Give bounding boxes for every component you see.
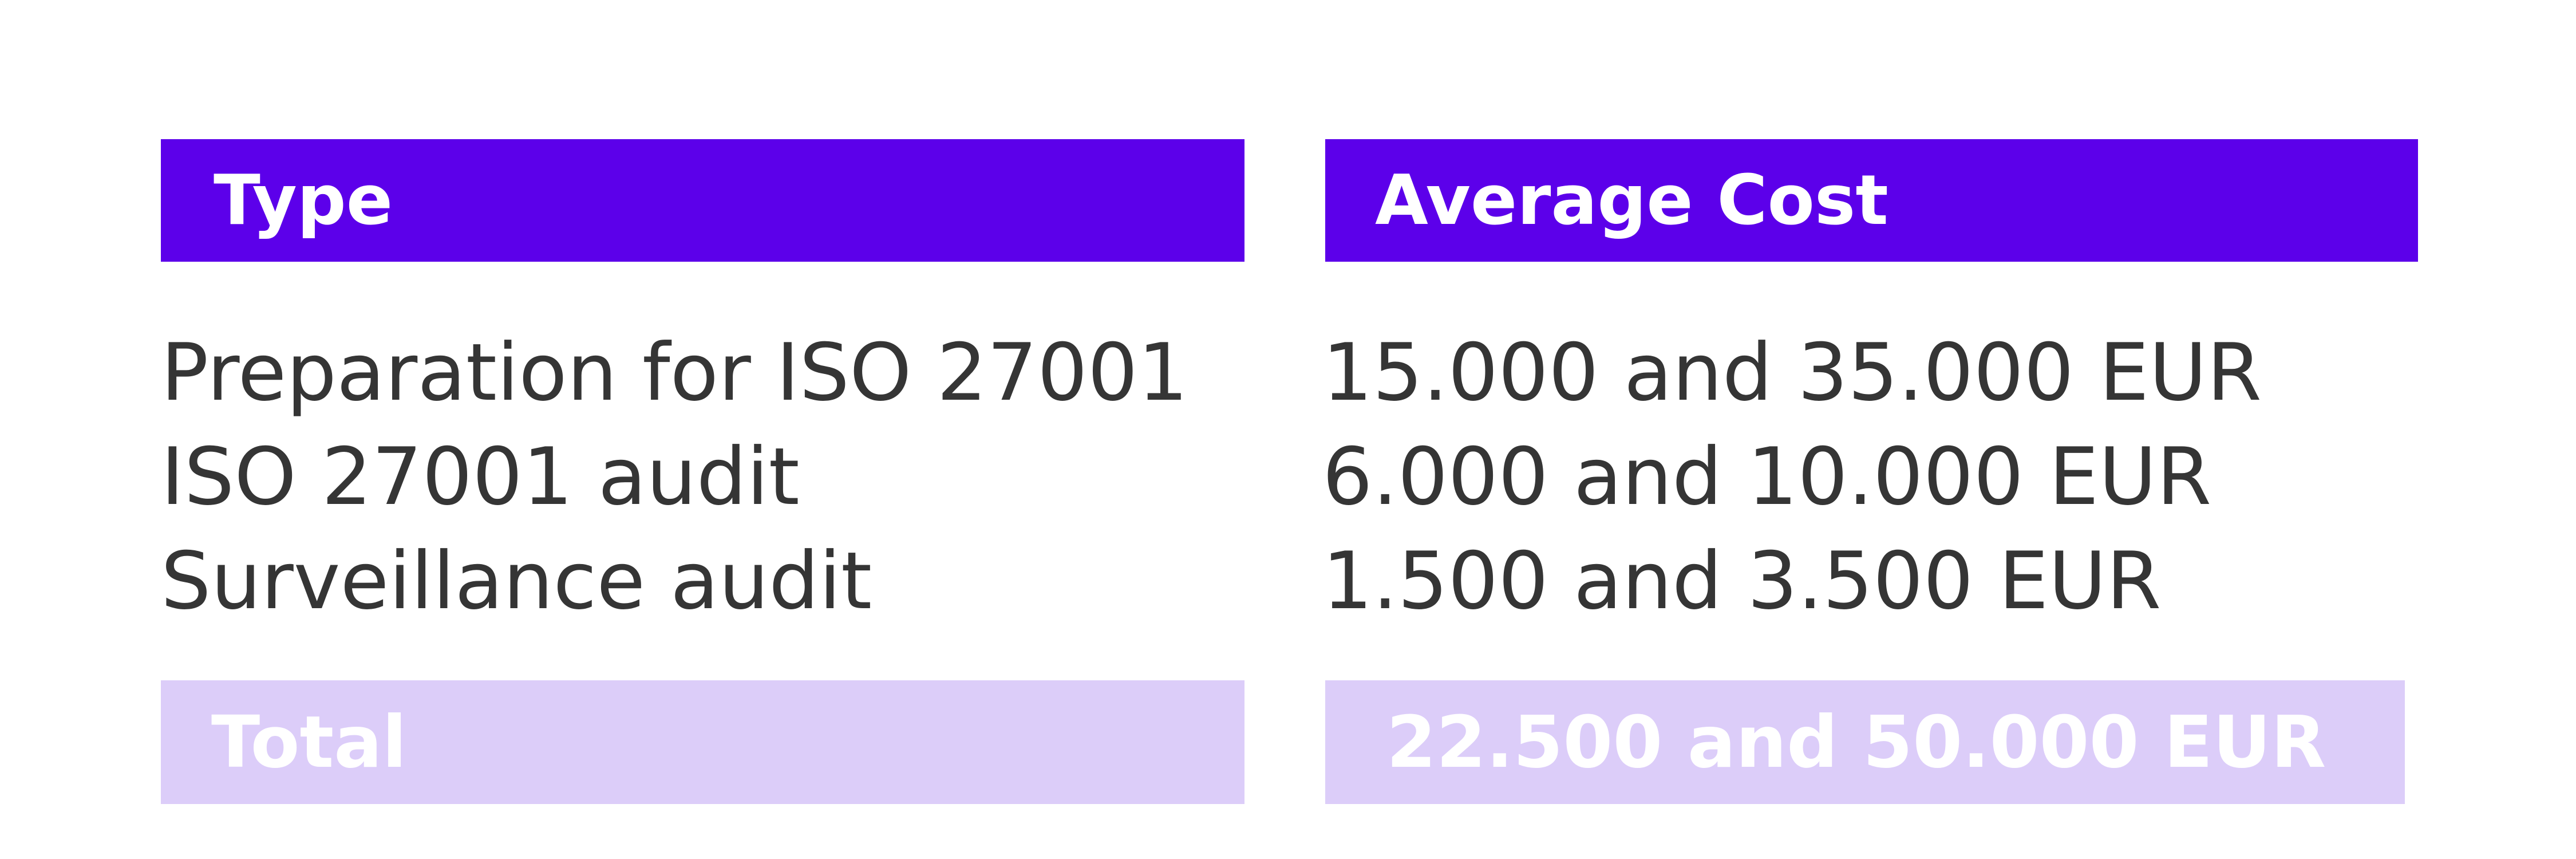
total-value: 22.500 and 50.000 EUR — [1386, 700, 2326, 784]
type-column: Preparation for ISO 27001 ISO 27001 audi… — [161, 321, 1188, 633]
average-cost-column: 15.000 and 35.000 EUR 6.000 and 10.000 E… — [1322, 321, 2262, 633]
type-cell: Surveillance audit — [161, 535, 872, 627]
average-cost-column-header: Average Cost — [1325, 139, 2418, 262]
type-header-label: Type — [214, 160, 393, 241]
cost-cell: 15.000 and 35.000 EUR — [1322, 326, 2262, 419]
type-cell: ISO 27001 audit — [161, 431, 800, 523]
cost-cell: 1.500 and 3.500 EUR — [1322, 535, 2162, 627]
total-label: Total — [211, 700, 407, 784]
type-cell: Preparation for ISO 27001 — [161, 326, 1188, 419]
average-cost-header-label: Average Cost — [1375, 160, 1888, 241]
type-column-header: Type — [161, 139, 1244, 262]
cost-cell: 6.000 and 10.000 EUR — [1322, 431, 2212, 523]
total-value-row: 22.500 and 50.000 EUR — [1325, 680, 2405, 804]
total-label-row: Total — [161, 680, 1244, 804]
